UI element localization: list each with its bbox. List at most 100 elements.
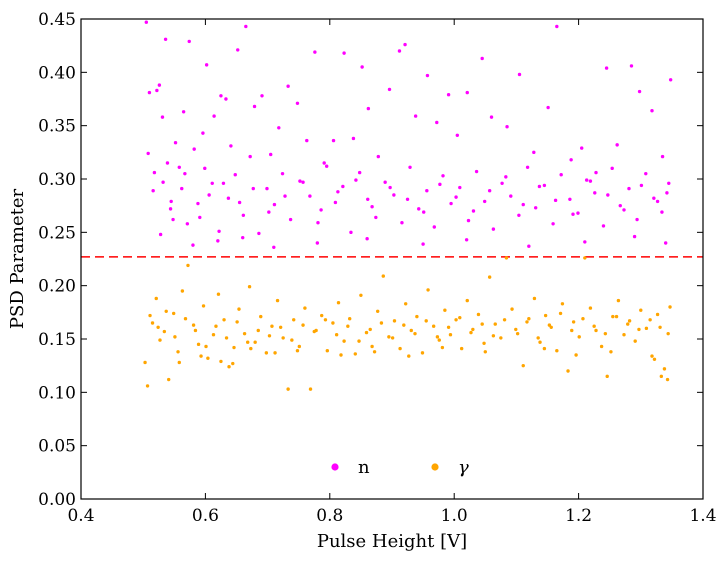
data-point-gamma-56: [437, 338, 441, 342]
data-point-gamma-8: [176, 350, 180, 354]
data-point-gamma-130: [469, 330, 473, 335]
data-point-gamma-72: [527, 317, 531, 321]
data-point-n-87: [341, 184, 345, 189]
data-point-n-123: [644, 171, 648, 176]
data-point-gamma-51: [409, 328, 413, 333]
data-point-gamma-38: [336, 301, 341, 305]
data-point-gamma-35: [320, 313, 324, 318]
data-point-n-113: [559, 173, 563, 177]
data-point-gamma-9: [180, 289, 185, 293]
data-point-n-97: [425, 189, 429, 193]
data-point-gamma-7: [171, 311, 176, 316]
legend-label-gamma: γ: [458, 457, 469, 478]
data-point-gamma-66: [493, 322, 497, 326]
data-point-n-13: [201, 131, 205, 135]
data-point-gamma-91: [633, 339, 637, 343]
data-point-n-134: [251, 186, 255, 191]
data-point-gamma-156: [339, 353, 343, 357]
data-point-n-50: [546, 105, 550, 110]
data-point-n-167: [464, 238, 469, 242]
data-point-n-159: [665, 191, 669, 195]
data-point-gamma-80: [571, 320, 576, 324]
data-point-gamma-112: [267, 334, 272, 338]
data-point-gamma-126: [424, 319, 428, 323]
data-point-gamma-117: [323, 318, 328, 322]
data-point-gamma-142: [603, 331, 608, 336]
data-point-gamma-124: [402, 323, 406, 327]
data-point-gamma-60: [459, 346, 464, 351]
data-point-gamma-22: [247, 285, 252, 289]
data-point-n-78: [265, 186, 269, 191]
data-point-n-14: [204, 63, 209, 67]
data-point-gamma-36: [325, 349, 330, 353]
data-point-n-27: [305, 138, 309, 143]
data-point-n-56: [615, 143, 619, 147]
data-point-n-82: [298, 179, 302, 183]
data-point-gamma-29: [286, 387, 290, 391]
data-point-gamma-45: [375, 309, 380, 313]
data-point-n-156: [622, 208, 626, 212]
data-point-n-108: [517, 213, 521, 217]
data-point-n-146: [454, 195, 458, 199]
data-point-gamma-114: [290, 338, 294, 342]
data-point-gamma-149: [177, 360, 181, 365]
data-point-n-59: [650, 109, 654, 113]
data-point-gamma-111: [256, 328, 260, 333]
data-point-n-164: [315, 241, 320, 245]
data-point-gamma-85: [599, 344, 604, 349]
data-point-gamma-131: [480, 322, 484, 326]
data-point-n-71: [210, 181, 214, 185]
data-point-n-160: [191, 243, 195, 247]
data-point-gamma-20: [237, 307, 241, 311]
data-point-n-130: [198, 215, 202, 220]
data-point-gamma-108: [224, 336, 229, 340]
data-point-gamma-157: [372, 350, 377, 354]
data-point-gamma-98: [665, 377, 670, 382]
data-point-gamma-59: [454, 318, 458, 322]
data-point-n-93: [392, 193, 396, 197]
data-point-gamma-16: [216, 292, 221, 296]
data-point-gamma-3: [154, 296, 158, 301]
data-point-n-170: [632, 234, 637, 239]
data-point-gamma-2: [150, 321, 155, 325]
data-point-gamma-10: [186, 263, 190, 268]
data-point-gamma-39: [342, 339, 346, 343]
data-point-n-98: [432, 225, 436, 229]
data-point-n-42: [446, 93, 451, 97]
data-point-n-36: [387, 87, 392, 92]
data-point-gamma-40: [348, 317, 352, 321]
data-point-gamma-18: [227, 365, 231, 369]
data-point-n-103: [474, 169, 479, 174]
data-point-gamma-52: [415, 314, 419, 319]
y-tick-label-2: 0.10: [38, 383, 76, 403]
data-point-n-131: [207, 193, 211, 197]
data-point-gamma-161: [542, 346, 547, 351]
data-point-gamma-102: [164, 309, 168, 313]
data-point-n-22: [260, 94, 264, 98]
data-point-n-47: [505, 125, 509, 129]
data-point-n-84: [316, 221, 320, 225]
x-tick-label-4: 1.2: [565, 506, 592, 526]
data-point-gamma-81: [577, 335, 581, 339]
data-point-n-37: [397, 49, 402, 53]
data-point-n-140: [354, 178, 358, 182]
data-point-n-32: [351, 136, 356, 141]
data-point-gamma-135: [525, 320, 529, 324]
data-point-n-151: [537, 184, 542, 189]
data-point-n-5: [160, 115, 165, 119]
data-point-n-76: [248, 154, 252, 159]
data-point-gamma-93: [644, 326, 649, 331]
data-point-gamma-57: [443, 308, 447, 312]
data-point-n-45: [480, 56, 484, 61]
data-point-n-3: [155, 88, 159, 93]
data-point-n-99: [441, 174, 445, 178]
data-point-gamma-21: [242, 331, 247, 336]
data-point-n-165: [365, 237, 369, 241]
data-point-gamma-25: [264, 351, 269, 355]
data-point-gamma-27: [275, 298, 280, 303]
data-point-gamma-69: [510, 307, 514, 311]
data-point-gamma-159: [440, 345, 445, 350]
data-point-n-86: [333, 200, 338, 205]
data-point-n-68: [185, 222, 190, 226]
